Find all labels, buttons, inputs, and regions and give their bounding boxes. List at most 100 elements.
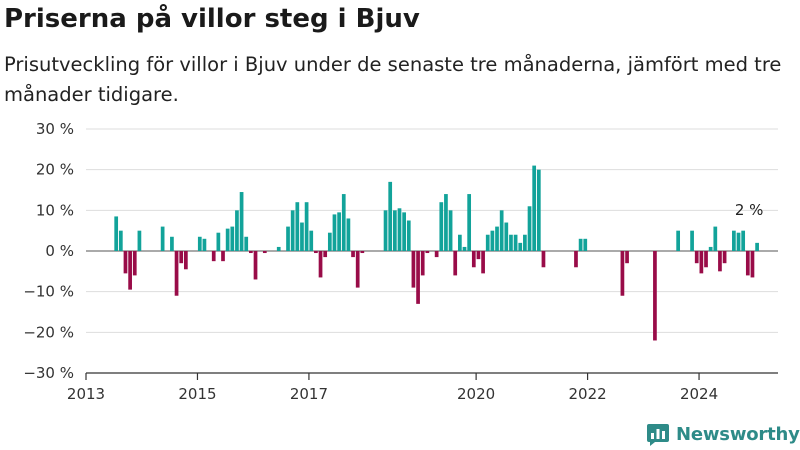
bar-2015-02 xyxy=(202,238,207,251)
bar-2019-06 xyxy=(444,194,448,251)
bar-2014-08 xyxy=(174,251,179,296)
bar-2018-09 xyxy=(402,212,406,251)
x-tick-label: 2015 xyxy=(178,385,216,403)
bar-2020-04 xyxy=(490,230,495,251)
bar-2017-01 xyxy=(309,230,314,251)
y-tick-label: 20 % xyxy=(36,161,74,179)
bar-2017-11 xyxy=(355,251,360,288)
y-axis: 30 % 20 % 10 % 0 % −10 % −20 % −30 % xyxy=(23,120,74,382)
bar-2015-11 xyxy=(244,236,249,251)
bar-2020-11 xyxy=(523,234,527,251)
bar-2019-05 xyxy=(439,202,444,251)
bar-2017-03 xyxy=(318,251,323,278)
bar-2024-08 xyxy=(732,230,736,251)
bar-2024-05 xyxy=(718,251,722,272)
x-tick-label: 2020 xyxy=(457,385,495,403)
bar-2020-10 xyxy=(518,242,523,251)
bar-2021-02 xyxy=(536,169,541,251)
bar-2018-05 xyxy=(383,210,388,251)
bar-2015-10 xyxy=(239,192,244,251)
bar-2015-06 xyxy=(221,251,225,262)
bar-2017-04 xyxy=(323,251,328,258)
bar-2017-08 xyxy=(341,194,346,251)
bar-2019-09 xyxy=(458,234,462,251)
bar-2024-09 xyxy=(736,232,741,251)
bar-2016-08 xyxy=(286,226,290,251)
bar-2022-09 xyxy=(625,251,629,264)
bar-2019-08 xyxy=(453,251,458,276)
bar-2013-11 xyxy=(132,251,137,276)
bar-2014-10 xyxy=(183,251,188,270)
bar-2020-06 xyxy=(499,210,504,251)
bar-2018-10 xyxy=(406,220,411,251)
bar-2014-07 xyxy=(170,236,174,251)
bar-2020-07 xyxy=(504,222,509,251)
bar-2020-02 xyxy=(481,251,485,274)
bar-2023-11 xyxy=(690,230,694,251)
bar-2018-12 xyxy=(416,251,420,304)
bar-2013-12 xyxy=(137,230,142,251)
bar-2014-05 xyxy=(160,226,165,251)
last-value-annotation: 2 % xyxy=(735,201,764,219)
y-tick-label: −30 % xyxy=(23,364,74,382)
bar-2019-07 xyxy=(448,210,453,251)
bar-2016-03 xyxy=(262,251,267,254)
bar-chart-logo-icon xyxy=(647,424,669,446)
bar-2016-11 xyxy=(300,222,304,251)
x-tick-label: 2024 xyxy=(680,385,718,403)
grid-lines xyxy=(86,128,778,374)
bar-2023-08 xyxy=(676,230,681,251)
bar-2023-12 xyxy=(694,251,699,264)
bar-2018-07 xyxy=(392,210,397,251)
bar-2020-09 xyxy=(513,234,518,251)
bar-2013-09 xyxy=(123,251,128,274)
bar-2015-09 xyxy=(235,210,239,251)
bar-2017-05 xyxy=(327,232,332,251)
bar-2021-03 xyxy=(541,251,546,268)
newsworthy-logo[interactable]: Newsworthy xyxy=(646,421,800,447)
x-tick-label: 2013 xyxy=(67,385,105,403)
bars xyxy=(114,165,759,341)
bar-2020-01 xyxy=(476,251,481,260)
bar-2015-05 xyxy=(216,232,221,251)
bar-2017-10 xyxy=(351,251,355,258)
y-tick-label: −20 % xyxy=(23,323,74,341)
bar-2025-01 xyxy=(755,242,759,251)
bar-2015-12 xyxy=(249,251,253,254)
bar-2020-03 xyxy=(485,234,490,251)
bar-2017-09 xyxy=(346,218,351,251)
bar-2017-02 xyxy=(314,251,318,254)
y-tick-label: 30 % xyxy=(36,120,74,138)
bar-2020-05 xyxy=(495,226,499,251)
bar-2020-12 xyxy=(527,206,532,251)
bar-2019-02 xyxy=(425,251,430,254)
bar-2024-04 xyxy=(713,226,718,251)
y-tick-label: −10 % xyxy=(23,283,74,301)
bar-2016-06 xyxy=(276,246,281,251)
bar-2016-12 xyxy=(304,202,309,251)
bar-2024-01 xyxy=(699,251,704,274)
bar-2024-06 xyxy=(722,251,727,264)
bar-2014-09 xyxy=(179,251,184,264)
bar-2024-12 xyxy=(750,251,755,278)
x-axis: 2013 2015 2017 2020 2022 2024 xyxy=(67,372,778,403)
bar-2019-10 xyxy=(462,246,467,251)
brand-name: Newsworthy xyxy=(676,423,800,445)
y-tick-label: 0 % xyxy=(45,242,74,260)
bar-2015-04 xyxy=(211,251,216,262)
bar-2023-03 xyxy=(653,251,657,341)
bar-2015-07 xyxy=(225,228,230,251)
bar-2015-08 xyxy=(230,226,235,251)
bar-2018-06 xyxy=(388,181,393,251)
bar-2022-08 xyxy=(620,251,625,296)
chart-title: Priserna på villor steg i Bjuv xyxy=(4,4,420,34)
bar-2024-02 xyxy=(704,251,708,268)
bar-2024-11 xyxy=(745,251,750,276)
bar-2017-07 xyxy=(337,212,341,251)
bar-2013-10 xyxy=(128,251,132,290)
bar-2017-06 xyxy=(332,214,337,251)
bar-2021-01 xyxy=(532,165,537,251)
bar-2016-10 xyxy=(295,202,300,251)
y-tick-label: 10 % xyxy=(36,201,74,219)
bar-2013-08 xyxy=(118,230,123,251)
